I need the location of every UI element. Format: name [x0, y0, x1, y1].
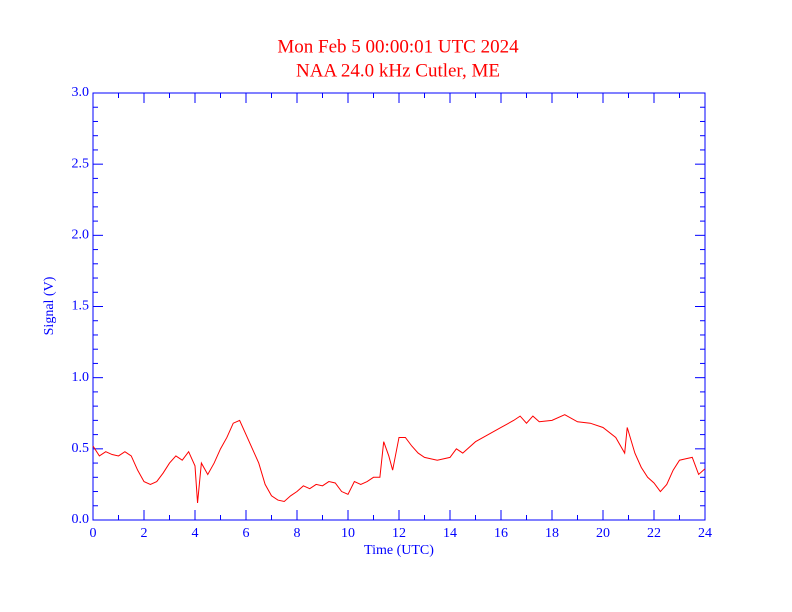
x-tick-label: 8: [294, 526, 301, 541]
x-tick-label: 22: [647, 526, 661, 541]
y-tick-label: 2.0: [72, 228, 90, 243]
y-tick-label: 2.5: [72, 156, 90, 171]
y-axis-label: Signal (V): [42, 276, 57, 335]
signal-line: [92, 414, 706, 503]
x-tick-label: 10: [341, 526, 355, 541]
y-tick-label: 1.0: [72, 370, 90, 385]
x-tick-label: 4: [192, 526, 199, 541]
x-tick-label: 20: [596, 526, 610, 541]
x-tick-label: 12: [392, 526, 406, 541]
x-tick-label: 24: [698, 526, 712, 541]
y-tick-label: 0.0: [72, 512, 90, 527]
x-tick-label: 16: [494, 526, 508, 541]
x-tick-label: 14: [443, 526, 457, 541]
chart-subtitle: NAA 24.0 kHz Cutler, ME: [296, 60, 500, 81]
y-tick-label: 3.0: [72, 85, 90, 100]
y-tick-label: 0.5: [72, 441, 90, 456]
x-axis-label: Time (UTC): [364, 543, 434, 558]
x-tick-label: 0: [90, 526, 97, 541]
x-tick-label: 2: [141, 526, 148, 541]
y-tick-label: 1.5: [72, 299, 90, 314]
x-tick-label: 18: [545, 526, 559, 541]
x-tick-label: 6: [243, 526, 250, 541]
chart-title: Mon Feb 5 00:00:01 UTC 2024: [277, 36, 519, 57]
